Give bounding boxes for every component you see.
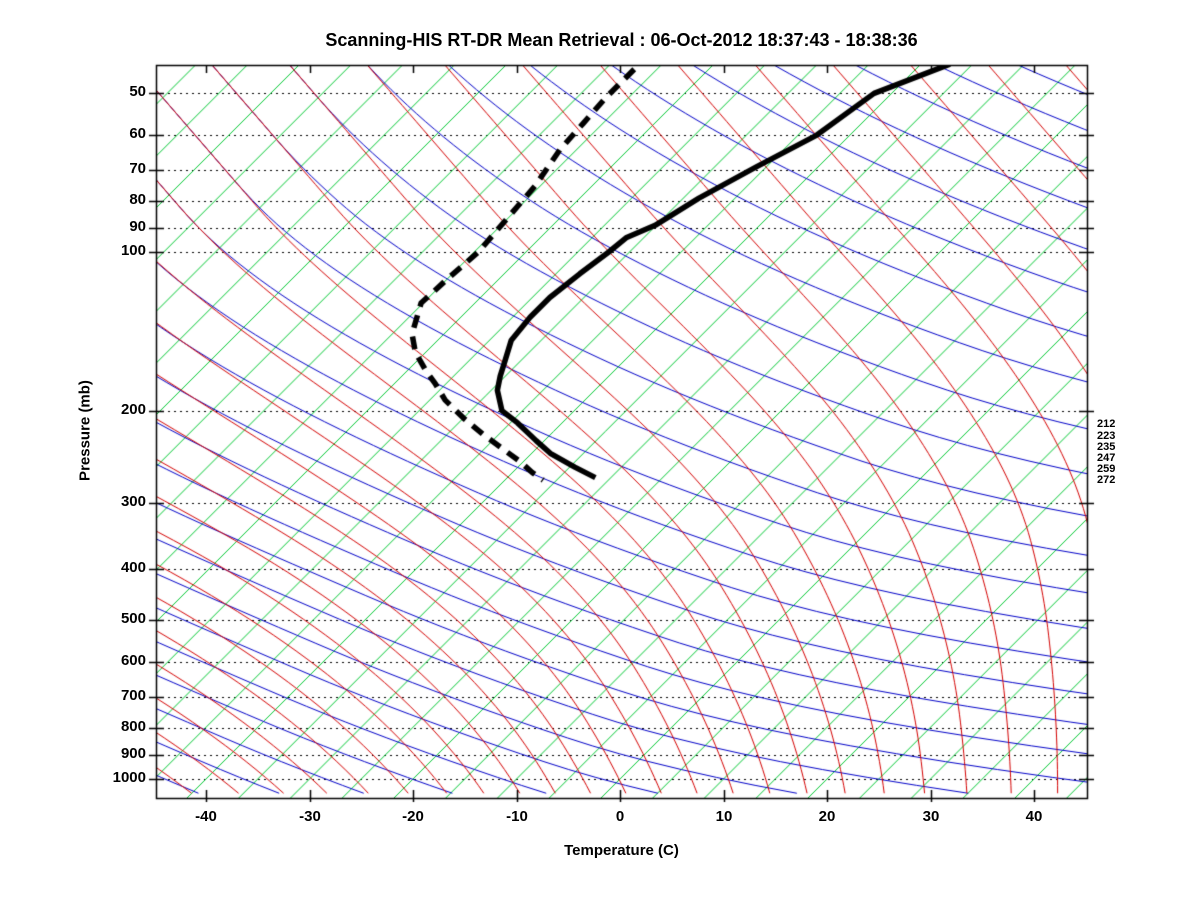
x-tick-label-30: 30: [922, 808, 940, 825]
x-tick-label--30: -30: [299, 808, 321, 825]
right-edge-label-235: 235: [1097, 441, 1116, 453]
x-tick-label--40: -40: [195, 808, 217, 825]
x-tick-label-0: 0: [615, 808, 625, 825]
y-tick-label-600: 600: [120, 652, 146, 669]
y-tick-label-500: 500: [120, 610, 146, 627]
y-tick-label-800: 800: [120, 718, 146, 735]
y-tick-label-50: 50: [129, 83, 146, 100]
y-tick-label-900: 900: [120, 745, 146, 762]
x-tick-label-10: 10: [715, 808, 733, 825]
y-tick-label-60: 60: [129, 125, 146, 142]
y-tick-label-90: 90: [129, 218, 146, 235]
y-tick-label-400: 400: [120, 559, 146, 576]
y-tick-label-100: 100: [120, 242, 146, 259]
y-tick-label-80: 80: [129, 191, 146, 208]
y-tick-label-1000: 1000: [112, 769, 146, 786]
x-axis-label: Temperature (C): [564, 842, 679, 859]
y-tick-label-70: 70: [129, 160, 146, 177]
x-tick-label--10: -10: [506, 808, 528, 825]
right-edge-label-259: 259: [1097, 463, 1116, 475]
page-title: Scanning-HIS RT-DR Mean Retrieval : 06-O…: [325, 30, 918, 50]
right-edge-label-272: 272: [1097, 474, 1116, 486]
x-tick-label--20: -20: [402, 808, 424, 825]
y-tick-label-300: 300: [120, 493, 146, 510]
y-tick-label-200: 200: [120, 401, 146, 418]
y-tick-label-700: 700: [120, 687, 146, 704]
right-edge-label-223: 223: [1097, 430, 1116, 442]
right-edge-label-212: 212: [1097, 418, 1116, 430]
right-edge-label-247: 247: [1097, 452, 1116, 464]
x-tick-label-40: 40: [1025, 808, 1043, 825]
x-tick-label-20: 20: [818, 808, 836, 825]
